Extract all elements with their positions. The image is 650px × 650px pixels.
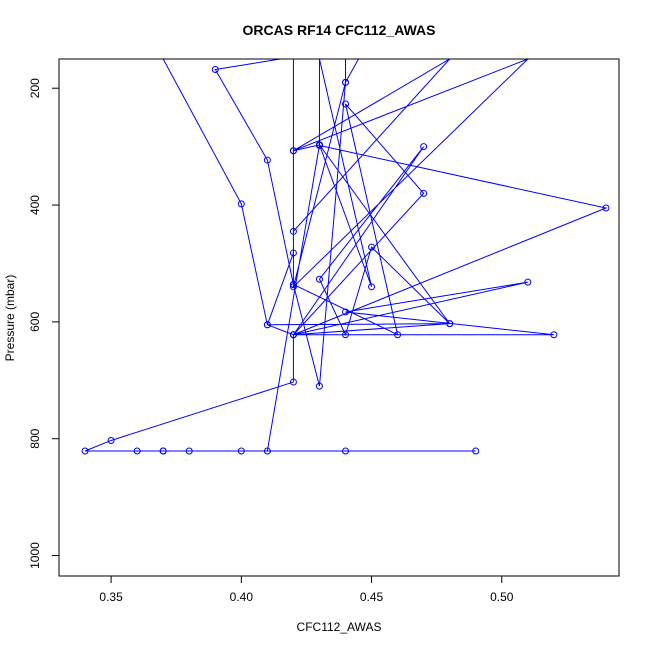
y-axis: 200 400 600 800 1000	[28, 78, 60, 569]
data-point	[289, 331, 297, 339]
y-tick-label: 600	[28, 312, 42, 332]
data-point	[602, 204, 610, 212]
data-point	[159, 447, 167, 455]
chart-title: ORCAS RF14 CFC112_AWAS	[243, 22, 436, 38]
data-point	[342, 78, 350, 86]
data-point	[289, 147, 297, 155]
data-point	[420, 143, 428, 151]
y-axis-label: Pressure (mbar)	[3, 275, 17, 362]
data-point	[81, 447, 89, 455]
data-point	[420, 189, 428, 197]
data-point	[263, 321, 271, 329]
data-point	[107, 436, 115, 444]
x-tick-label: 0.45	[360, 590, 384, 604]
data-point	[342, 447, 350, 455]
data-point	[342, 331, 350, 339]
data-point	[524, 278, 532, 286]
data-point	[289, 283, 297, 291]
data-point	[289, 280, 297, 288]
data-point	[263, 156, 271, 164]
y-tick-label: 400	[28, 195, 42, 215]
data-point	[368, 283, 376, 291]
x-axis-label: CFC112_AWAS	[297, 620, 382, 634]
data-point	[446, 320, 454, 328]
data-point	[315, 382, 323, 390]
data-point	[550, 331, 558, 339]
data-point	[289, 227, 297, 235]
x-tick-label: 0.35	[99, 590, 123, 604]
series-layer	[81, 59, 610, 455]
data-point	[472, 447, 480, 455]
x-tick-label: 0.40	[230, 590, 254, 604]
data-point	[394, 331, 402, 339]
y-tick-label: 1000	[28, 542, 42, 569]
data-point	[263, 447, 271, 455]
data-point	[342, 308, 350, 316]
data-point	[133, 447, 141, 455]
series-line	[84, 59, 608, 452]
y-tick-label: 800	[28, 428, 42, 448]
data-point	[211, 66, 219, 74]
data-point	[315, 275, 323, 283]
data-point	[315, 141, 323, 149]
data-point	[342, 100, 350, 108]
data-point	[289, 249, 297, 257]
data-point	[368, 243, 376, 251]
y-tick-label: 200	[28, 78, 42, 98]
x-tick-label: 0.50	[490, 590, 514, 604]
data-point	[237, 200, 245, 208]
data-point	[289, 378, 297, 386]
data-point	[185, 447, 193, 455]
data-point	[237, 447, 245, 455]
x-axis: 0.35 0.40 0.45 0.50	[99, 575, 514, 604]
